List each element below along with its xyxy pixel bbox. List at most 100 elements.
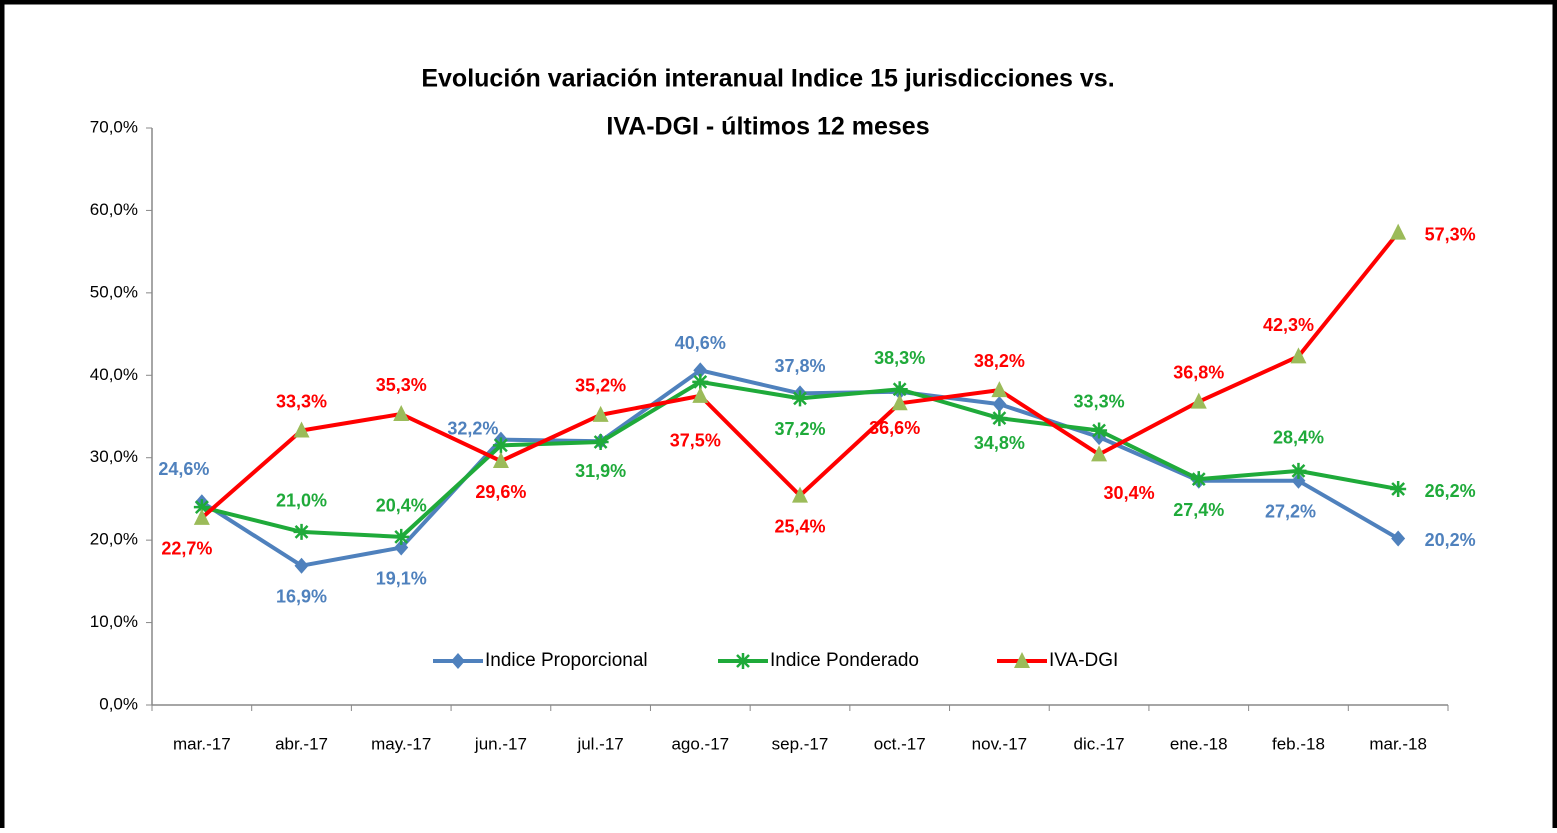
data-label: 19,1% — [376, 568, 427, 588]
legend-item: Indice Proporcional — [433, 650, 648, 671]
data-label: 37,2% — [774, 419, 825, 439]
legend-item: IVA-DGI — [997, 650, 1118, 671]
marker — [193, 499, 210, 516]
series — [193, 223, 1407, 525]
marker — [991, 381, 1008, 398]
data-label: 57,3% — [1425, 224, 1476, 244]
y-tick-label: 10,0% — [90, 612, 138, 631]
marker — [393, 528, 410, 545]
y-tick-label: 40,0% — [90, 365, 138, 384]
marker — [193, 508, 210, 525]
legend-item: Indice Ponderado — [718, 650, 919, 671]
marker — [1390, 481, 1407, 498]
data-label: 40,6% — [675, 333, 726, 353]
x-tick-label: mar.-17 — [173, 734, 231, 753]
y-tick-label: 70,0% — [90, 117, 138, 136]
marker — [394, 539, 409, 556]
marker — [1390, 223, 1407, 240]
x-tick-label: oct.-17 — [874, 734, 926, 753]
data-label: 33,3% — [1074, 391, 1125, 411]
data-label: 31,9% — [575, 461, 626, 481]
x-tick-label: dic.-17 — [1074, 734, 1125, 753]
legend-label: IVA-DGI — [1049, 650, 1118, 671]
marker — [792, 486, 808, 503]
y-tick-label: 20,0% — [90, 530, 138, 549]
data-label: 36,8% — [1173, 362, 1224, 382]
data-label: 38,3% — [874, 348, 925, 368]
data-label: 38,2% — [974, 351, 1025, 371]
data-label: 27,2% — [1265, 502, 1316, 522]
marker — [492, 437, 509, 454]
data-label: 25,4% — [774, 516, 825, 536]
data-label: 21,0% — [276, 491, 327, 511]
data-label: 28,4% — [1273, 428, 1324, 448]
data-label: 33,3% — [276, 391, 327, 411]
marker — [393, 405, 410, 422]
marker — [1190, 471, 1207, 488]
marker — [293, 421, 310, 438]
legend-marker — [451, 653, 465, 669]
data-label: 32,2% — [447, 418, 498, 438]
marker — [1291, 472, 1306, 489]
chart-subtitle: IVA-DGI - últimos 12 meses — [606, 113, 929, 141]
x-tick-label: ene.-18 — [1170, 734, 1228, 753]
marker — [294, 557, 309, 574]
x-tick-label: abr.-17 — [275, 734, 328, 753]
marker — [1391, 530, 1406, 547]
marker — [692, 373, 709, 390]
x-tick-label: ago.-17 — [671, 734, 729, 753]
marker — [492, 452, 509, 469]
marker — [891, 394, 908, 411]
x-tick-label: jun.-17 — [474, 734, 527, 753]
data-label: 26,2% — [1425, 481, 1476, 501]
marker — [1190, 392, 1207, 409]
y-tick-label: 0,0% — [99, 694, 138, 713]
y-tick-label: 60,0% — [90, 200, 138, 219]
x-tick-label: jul.-17 — [576, 734, 623, 753]
legend-marker — [1014, 652, 1030, 668]
marker — [992, 396, 1007, 413]
data-label: 24,6% — [158, 459, 209, 479]
marker — [592, 405, 609, 422]
data-label: 20,2% — [1425, 530, 1476, 550]
y-tick-label: 30,0% — [90, 447, 138, 466]
data-label: 20,4% — [376, 496, 427, 516]
data-label: 35,2% — [575, 376, 626, 396]
x-tick-label: mar.-18 — [1369, 734, 1427, 753]
data-label: 16,9% — [276, 586, 327, 606]
marker — [991, 410, 1008, 427]
data-label: 34,8% — [974, 433, 1025, 453]
series — [193, 373, 1407, 545]
x-tick-label: sep.-17 — [772, 734, 829, 753]
marker — [1290, 347, 1307, 364]
legend-marker — [735, 653, 751, 669]
data-label: 37,8% — [774, 356, 825, 376]
marker — [692, 386, 709, 403]
marker — [1290, 462, 1307, 479]
legend-label: Indice Proporcional — [485, 650, 648, 671]
marker — [1091, 422, 1108, 439]
marker — [1091, 445, 1108, 462]
marker — [693, 362, 708, 379]
data-label: 42,3% — [1263, 315, 1314, 335]
marker — [792, 390, 808, 407]
data-label: 30,4% — [1104, 483, 1155, 503]
data-label: 29,6% — [475, 482, 526, 502]
y-tick-label: 50,0% — [90, 282, 138, 301]
legend-label: Indice Ponderado — [770, 650, 919, 671]
data-label: 27,4% — [1173, 500, 1224, 520]
data-label: 37,5% — [670, 431, 721, 451]
data-label: 22,7% — [161, 539, 212, 559]
marker — [891, 381, 908, 398]
data-label: 36,6% — [869, 418, 920, 438]
x-tick-label: feb.-18 — [1272, 734, 1325, 753]
data-label: 35,3% — [376, 375, 427, 395]
marker — [592, 434, 609, 451]
chart-title: Evolución variación interanual Indice 15… — [421, 65, 1114, 93]
marker — [293, 523, 310, 540]
x-tick-label: may.-17 — [371, 734, 431, 753]
x-tick-label: nov.-17 — [972, 734, 1027, 753]
